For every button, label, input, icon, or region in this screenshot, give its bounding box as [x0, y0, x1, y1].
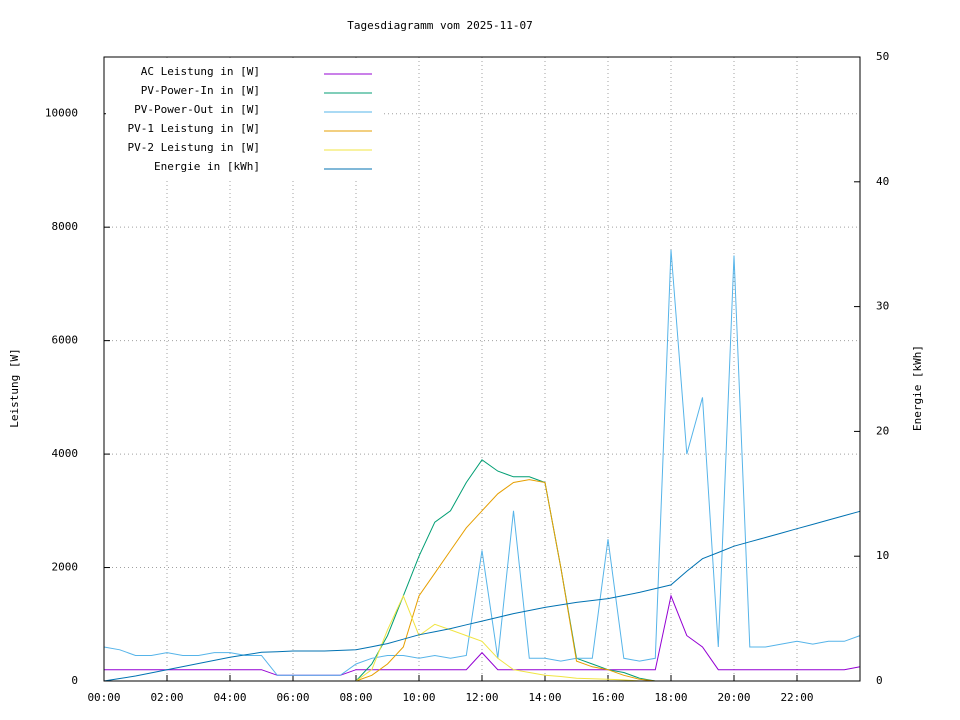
legend-box	[106, 59, 384, 179]
x-tick-label: 06:00	[276, 691, 309, 704]
y-axis-label: Leistung [W]	[8, 348, 21, 427]
legend-label: PV-2 Leistung in [W]	[128, 141, 260, 154]
y2-tick-label: 10	[876, 549, 889, 562]
x-tick-label: 16:00	[591, 691, 624, 704]
y2-tick-label: 40	[876, 175, 889, 188]
series-line	[104, 594, 861, 676]
y-tick-label: 2000	[52, 561, 79, 574]
legend-label: PV-Power-In in [W]	[141, 84, 260, 97]
x-tick-label: 08:00	[339, 691, 372, 704]
legend-label: PV-1 Leistung in [W]	[128, 122, 260, 135]
y-tick-label: 8000	[52, 220, 79, 233]
legend-label: Energie in [kWh]	[154, 160, 260, 173]
x-tick-label: 04:00	[213, 691, 246, 704]
y2-tick-label: 0	[876, 674, 883, 687]
x-tick-label: 18:00	[654, 691, 687, 704]
y2-axis-label: Energie [kWh]	[911, 345, 924, 431]
series-line	[104, 594, 860, 682]
x-tick-label: 02:00	[150, 691, 183, 704]
y2-tick-label: 20	[876, 424, 889, 437]
y2-tick-label: 30	[876, 300, 889, 313]
y-tick-label: 6000	[52, 334, 79, 347]
legend-label: PV-Power-Out in [W]	[134, 103, 260, 116]
x-tick-label: 10:00	[402, 691, 435, 704]
series-line	[103, 510, 861, 682]
x-tick-label: 20:00	[717, 691, 750, 704]
plot-border	[103, 56, 861, 682]
x-tick-label: 00:00	[87, 691, 120, 704]
legend-label: AC Leistung in [W]	[141, 65, 260, 78]
x-tick-label: 22:00	[780, 691, 813, 704]
x-tick-label: 14:00	[528, 691, 561, 704]
y-tick-label: 4000	[52, 447, 79, 460]
x-tick-label: 12:00	[465, 691, 498, 704]
chart-title: Tagesdiagramm vom 2025-11-07	[347, 19, 532, 32]
y2-tick-label: 50	[876, 50, 889, 63]
y-tick-label: 0	[71, 674, 78, 687]
series-line	[103, 249, 861, 676]
y-tick-label: 10000	[45, 107, 78, 120]
